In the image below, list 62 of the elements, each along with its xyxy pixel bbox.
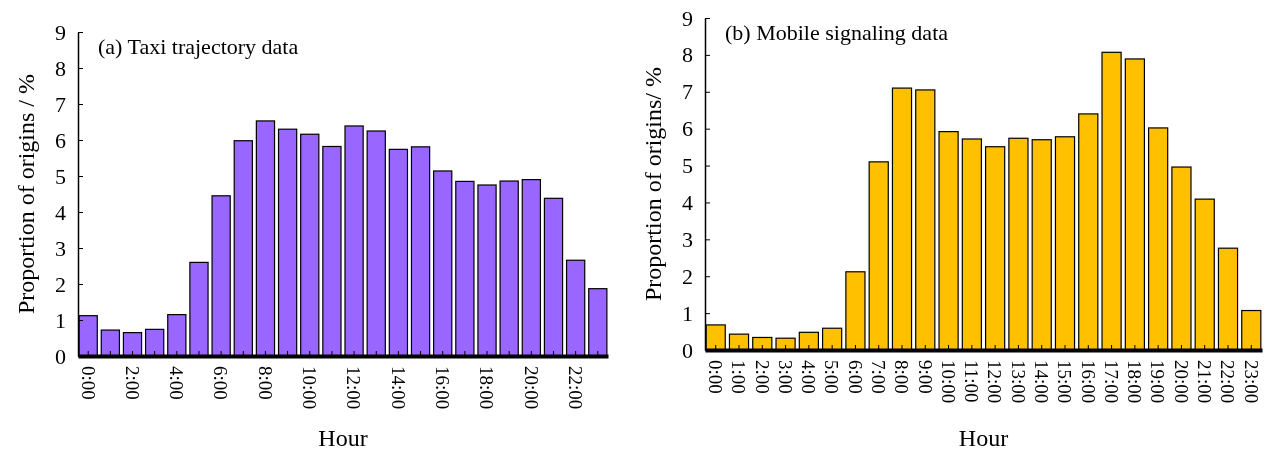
x-tick-label: 0:00 <box>77 366 99 400</box>
x-tick-label: 6:00 <box>844 360 866 394</box>
x-tick-label: 13:00 <box>1007 360 1029 404</box>
x-tick-label: 16:00 <box>432 366 454 410</box>
y-tick-label: 1 <box>682 300 693 326</box>
x-tick-label: 6:00 <box>210 366 232 400</box>
x-tick-label: 18:00 <box>476 366 498 410</box>
y-axis-title: Proportion of origins/ % <box>640 67 666 301</box>
x-tick-label: 7:00 <box>868 360 890 394</box>
y-tick-label: 1 <box>55 307 66 333</box>
x-tick-label: 14:00 <box>1031 360 1053 404</box>
x-tick-label: 8:00 <box>891 360 913 394</box>
y-tick-label: 6 <box>682 116 693 142</box>
x-tick-label: 5:00 <box>821 360 843 394</box>
y-tick-label: 9 <box>55 19 66 45</box>
y-tick-label: 4 <box>55 199 66 225</box>
x-tick-label: 10:00 <box>299 366 321 410</box>
x-tick-label: 22:00 <box>1217 360 1239 404</box>
x-tick-label: 3:00 <box>774 360 796 394</box>
x-tick-label: 11:00 <box>961 360 983 403</box>
x-tick-label: 10:00 <box>937 360 959 404</box>
x-tick-label: 22:00 <box>565 366 586 410</box>
y-tick-label: 3 <box>55 235 66 261</box>
x-tick-label: 16:00 <box>1077 360 1099 404</box>
x-tick-label: 4:00 <box>798 360 820 394</box>
x-tick-label: 9:00 <box>914 360 936 394</box>
x-tick-label: 14:00 <box>387 366 409 410</box>
x-tick-label: 17:00 <box>1100 360 1122 404</box>
y-tick-label: 0 <box>55 343 66 369</box>
x-tick-label: 8:00 <box>254 366 276 400</box>
y-tick-label: 2 <box>55 271 66 297</box>
x-tick-label: 21:00 <box>1194 360 1216 404</box>
chart-title: (a) Taxi trajectory data <box>98 34 299 59</box>
x-tick-label: 12:00 <box>984 360 1006 404</box>
chart-title: (b) Mobile signaling data <box>725 20 949 45</box>
x-tick-label: 20:00 <box>1170 360 1192 404</box>
y-tick-label: 5 <box>55 163 66 189</box>
x-tick-label: 15:00 <box>1054 360 1076 404</box>
x-tick-label: 2:00 <box>121 366 143 400</box>
x-tick-label: 23:00 <box>1240 360 1262 404</box>
y-tick-label: 8 <box>55 55 66 81</box>
x-tick-label: 18:00 <box>1124 360 1146 404</box>
x-tick-label: 1:00 <box>728 360 750 394</box>
x-tick-label: 0:00 <box>705 360 727 394</box>
y-axis-title: Proportion of origins / % <box>13 74 39 314</box>
y-tick-label: 0 <box>682 337 693 363</box>
y-tick-label: 7 <box>55 91 66 117</box>
y-tick-label: 3 <box>682 226 693 252</box>
x-axis-title: Hour <box>958 425 1009 451</box>
x-tick-label: 20:00 <box>520 366 542 410</box>
x-tick-label: 2:00 <box>751 360 773 394</box>
y-tick-label: 4 <box>682 189 693 215</box>
y-tick-label: 7 <box>682 79 693 105</box>
y-tick-label: 5 <box>682 153 693 179</box>
x-tick-label: 4:00 <box>166 366 188 400</box>
y-tick-label: 6 <box>55 127 66 153</box>
y-tick-label: 8 <box>682 42 693 68</box>
x-tick-label: 12:00 <box>343 366 365 410</box>
y-tick-label: 2 <box>682 263 693 289</box>
x-axis-title: Hour <box>318 425 368 451</box>
y-tick-label: 9 <box>682 5 693 31</box>
x-tick-label: 19:00 <box>1147 360 1169 404</box>
